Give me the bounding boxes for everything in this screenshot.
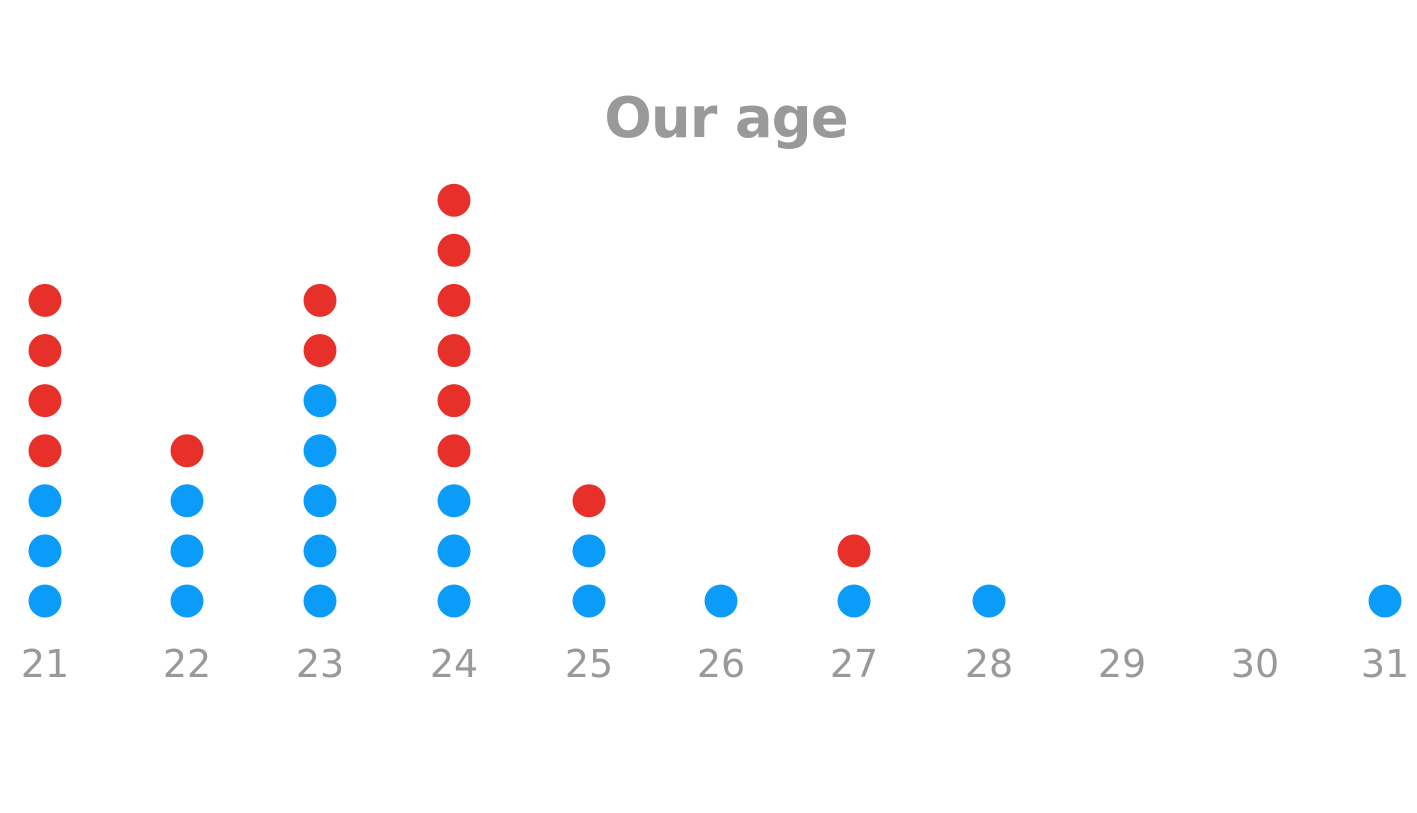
dot-21-series2-1 (28, 434, 62, 468)
dot-24-series2-4 (437, 283, 471, 317)
x-tick-label: 30 (1231, 642, 1279, 686)
dot-24-series2-3 (437, 334, 471, 367)
dot-21-series2-3 (28, 334, 62, 367)
dot-25-series2-1 (572, 484, 606, 518)
dot-columns (28, 183, 1402, 618)
dot-27-series2-1 (837, 534, 871, 568)
x-tick-label: 29 (1098, 642, 1146, 686)
x-tick-label: 25 (565, 642, 613, 686)
x-tick-label: 21 (21, 642, 69, 686)
dot-23-series1-1 (303, 584, 337, 618)
dot-22-series1-2 (170, 534, 204, 568)
dot-21-series1-3 (28, 484, 62, 518)
dot-22-series1-1 (170, 584, 204, 618)
dot-25-series1-2 (572, 534, 606, 568)
dot-21-series2-2 (28, 384, 62, 418)
dot-24-series1-3 (437, 484, 471, 518)
x-tick-label: 28 (965, 642, 1013, 686)
dot-23-series2-1 (303, 334, 337, 367)
dot-22-series1-3 (170, 484, 204, 518)
dot-23-series1-3 (303, 484, 337, 518)
x-tick-label: 23 (296, 642, 344, 686)
x-tick-label: 22 (163, 642, 211, 686)
dot-24-series2-2 (437, 384, 471, 418)
dot-23-series2-2 (303, 283, 337, 317)
dot-24-series1-2 (437, 534, 471, 568)
x-tick-label: 31 (1361, 642, 1409, 686)
dot-23-series1-5 (303, 384, 337, 418)
dot-28-series1-1 (972, 584, 1006, 618)
dot-24-series2-5 (437, 233, 471, 267)
dot-22-series2-1 (170, 434, 204, 468)
dot-25-series1-1 (572, 584, 606, 618)
dot-24-series1-1 (437, 584, 471, 618)
x-tick-label: 24 (430, 642, 478, 686)
dot-26-series1-1 (704, 584, 738, 618)
dot-23-series1-2 (303, 534, 337, 568)
dot-24-series2-1 (437, 434, 471, 468)
x-axis-ticks: 21 22 23 24 25 26 27 28 29 30 31 (21, 642, 1409, 686)
x-tick-label: 26 (697, 642, 745, 686)
dot-23-series1-4 (303, 434, 337, 468)
dot-31-series1-1 (1368, 584, 1402, 618)
dot-27-series1-1 (837, 584, 871, 618)
chart-title: Our age (604, 86, 848, 151)
dot-21-series1-2 (28, 534, 62, 568)
dot-21-series1-1 (28, 584, 62, 618)
dot-24-series2-6 (437, 183, 471, 217)
x-tick-label: 27 (830, 642, 878, 686)
dot-21-series2-4 (28, 283, 62, 317)
